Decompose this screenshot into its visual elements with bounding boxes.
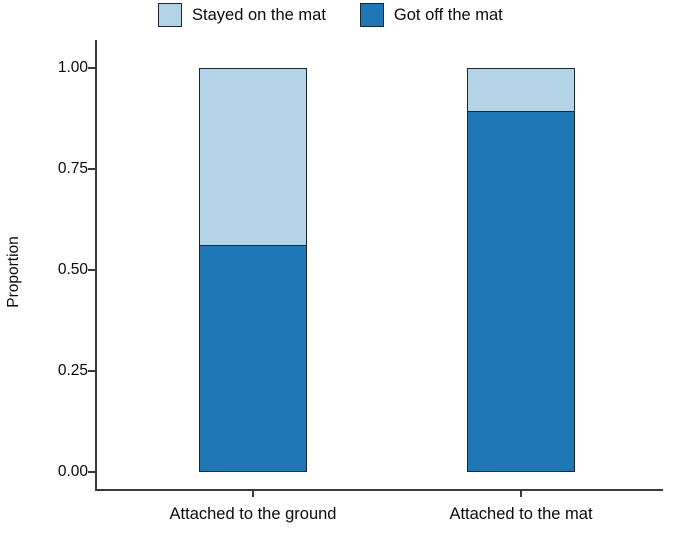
y-tick-label: 0.00 [57, 463, 88, 480]
y-axis-line [95, 40, 97, 490]
legend-swatch-icon [359, 3, 384, 27]
legend-item-1: Got off the mat [359, 3, 503, 27]
y-tick-mark [88, 269, 95, 271]
bar-segment [467, 112, 575, 472]
x-tick-mark [520, 490, 522, 497]
y-tick-label: 0.75 [57, 160, 88, 177]
y-tick-label: 0.25 [57, 362, 88, 379]
y-tick-mark [88, 168, 95, 170]
bar-segment [199, 245, 307, 472]
stacked-bar-0 [199, 68, 307, 472]
stacked-bar-1 [467, 68, 575, 472]
bar-segment [199, 68, 307, 246]
y-tick-mark [88, 370, 95, 372]
x-category-label: Attached to the mat [449, 505, 593, 523]
chart-legend: Stayed on the mat Got off the mat [158, 3, 503, 27]
y-axis-title: Proportion [5, 236, 22, 308]
legend-swatch-icon [158, 3, 182, 27]
y-tick-mark [88, 471, 95, 473]
y-tick-label: 0.50 [57, 261, 88, 278]
y-tick-label: 1.00 [57, 59, 88, 76]
x-tick-mark [252, 490, 254, 497]
legend-label: Stayed on the mat [192, 5, 326, 24]
x-category-label: Attached to the ground [169, 505, 337, 523]
x-axis-line [95, 489, 663, 491]
y-tick-mark [88, 67, 95, 69]
legend-label: Got off the mat [393, 5, 503, 24]
bar-segment [467, 68, 575, 113]
legend-item-0: Stayed on the mat [158, 3, 326, 27]
